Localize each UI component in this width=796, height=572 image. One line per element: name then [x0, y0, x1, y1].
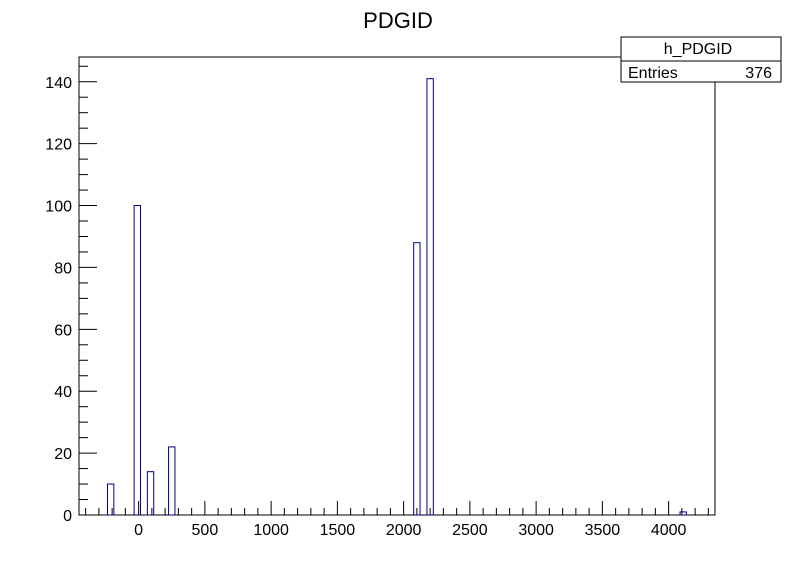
- bar-1: [133, 205, 141, 516]
- stats-entries-label: Entries: [628, 65, 678, 82]
- stats-entries-value: 376: [745, 65, 772, 82]
- x-tick-label: 0: [134, 522, 143, 539]
- bar-4: [413, 242, 421, 516]
- y-tick-label: 60: [54, 322, 72, 339]
- x-tick-label: 4000: [651, 522, 687, 539]
- chart-title: PDGID: [363, 8, 433, 33]
- x-tick-label: 1500: [320, 522, 356, 539]
- bar-3: [168, 446, 176, 516]
- x-tick-label: 2000: [386, 522, 422, 539]
- x-axis: 0 500 1000 1500 2000 2500 3000 3500 4000: [85, 501, 709, 539]
- bars-group: [106, 78, 687, 516]
- bar-2: [146, 471, 155, 516]
- x-tick-label: 2500: [452, 522, 488, 539]
- y-tick-label: 0: [63, 508, 72, 525]
- x-tick-label: 1000: [253, 522, 289, 539]
- bar-6: [679, 511, 687, 516]
- x-tick-label: 3000: [518, 522, 554, 539]
- y-tick-label: 120: [45, 137, 72, 154]
- plot-frame: [78, 56, 716, 516]
- stats-box: h_PDGID Entries 376: [620, 36, 782, 83]
- y-tick-label: 140: [45, 75, 72, 92]
- x-tick-label: 3500: [585, 522, 621, 539]
- y-tick-label: 100: [45, 199, 72, 216]
- stats-histogram-name: h_PDGID: [664, 41, 732, 58]
- x-tick-label: 500: [192, 522, 219, 539]
- y-tick-label: 40: [54, 384, 72, 401]
- y-tick-label: 80: [54, 260, 72, 277]
- bar-5: [426, 78, 434, 516]
- y-tick-label: 20: [54, 446, 72, 463]
- bar-0: [106, 483, 115, 516]
- y-axis: 0 20 40 60 80 100 120 140: [45, 65, 97, 525]
